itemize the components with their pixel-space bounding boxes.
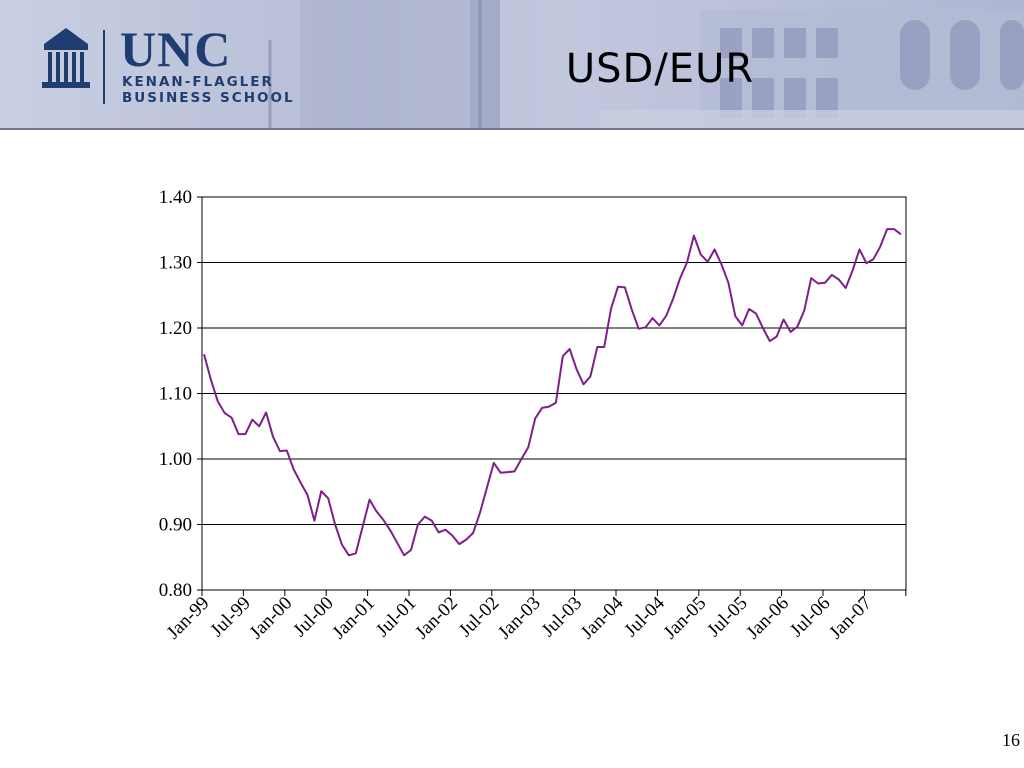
y-tick-label: 1.20 [159,318,192,339]
x-tick-label: Jan-06 [742,593,793,644]
x-tick-label: Jan-07 [825,593,876,644]
x-tick-label: Jul-02 [455,593,503,641]
x-tick-label: Jan-02 [411,593,462,644]
x-tick-label: Jul-03 [538,593,586,641]
slide-header: UNC KENAN-FLAGLER BUSINESS SCHOOL USD/EU… [0,0,1024,130]
x-tick-label: Jan-00 [246,593,297,644]
logo-line-1: KENAN-FLAGLER [122,74,274,90]
header-background-photo [42,0,1024,128]
y-tick-label: 1.00 [159,449,192,470]
usd-eur-series-line [203,228,902,557]
old-well-icon [42,28,90,88]
y-tick-label: 1.10 [159,384,192,405]
y-tick-label: 0.80 [159,580,192,601]
x-tick-label: Jan-01 [328,593,379,644]
logo-line-2: BUSINESS SCHOOL [122,90,295,106]
x-tick-label: Jan-04 [577,592,628,643]
y-tick-label: 1.30 [159,253,192,274]
slide-title: USD/EUR [565,46,755,92]
x-tick-label: Jan-05 [660,593,711,644]
x-tick-label: Jul-01 [372,593,420,641]
y-tick-label: 1.40 [159,187,192,208]
page-number: 16 [1002,730,1020,750]
x-tick-label: Jul-00 [289,593,337,641]
x-tick-label: Jul-06 [786,593,834,641]
logo-unc-text: UNC [120,21,232,77]
x-tick-label: Jul-99 [206,593,254,641]
x-tick-label: Jul-04 [620,592,669,641]
y-tick-label: 0.90 [159,515,192,536]
x-tick-label: Jul-05 [703,593,751,641]
x-tick-label: Jan-03 [494,593,545,644]
